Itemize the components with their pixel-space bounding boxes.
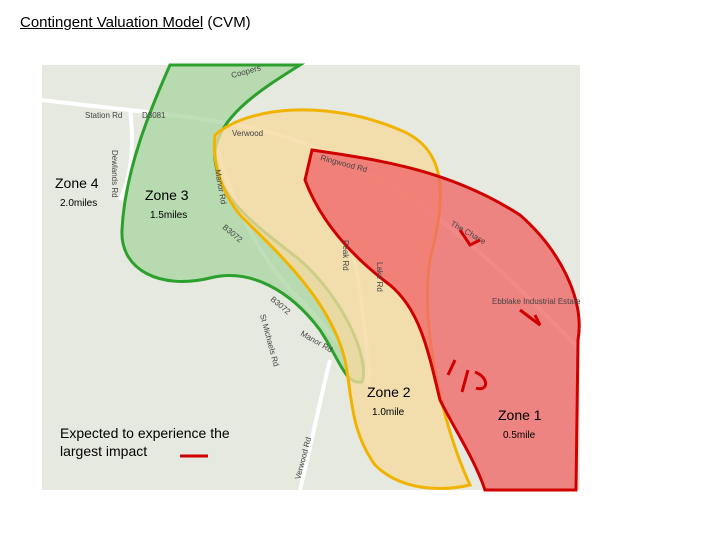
road — [118, 109, 134, 201]
zone-distance: 1.5miles — [150, 210, 187, 221]
map-label: Peak Rd — [341, 240, 350, 271]
marker — [446, 359, 488, 393]
zone-label: Zone 3 — [145, 187, 189, 203]
map-label: Verwood — [232, 129, 263, 138]
zone-label: Zone 4 — [55, 175, 99, 191]
zone-distance: 2.0miles — [60, 198, 97, 209]
title-abbr: (CVM) — [207, 14, 251, 31]
zone-1-area — [303, 148, 581, 492]
road — [298, 359, 332, 491]
legend-text: Expected to experience the largest impac… — [60, 425, 230, 459]
map-label: Station Rd — [85, 111, 122, 120]
zone-distance: 0.5mile — [503, 430, 536, 441]
map-label: Lake Rd — [375, 262, 384, 292]
title-main: Contingent Valuation Model — [20, 14, 204, 31]
zone-label: Zone 1 — [498, 407, 542, 423]
marker — [458, 229, 542, 327]
map-label: Ebblake Industrial Estate — [492, 297, 581, 306]
site-markers — [446, 229, 542, 393]
map-label: D3081 — [142, 111, 166, 120]
map-label: Dewlands Rd — [110, 150, 119, 198]
zone-label: Zone 2 — [367, 384, 411, 400]
title: Contingent Valuation Model (CVM) — [20, 14, 251, 31]
zone-distance: 1.0mile — [372, 407, 405, 418]
